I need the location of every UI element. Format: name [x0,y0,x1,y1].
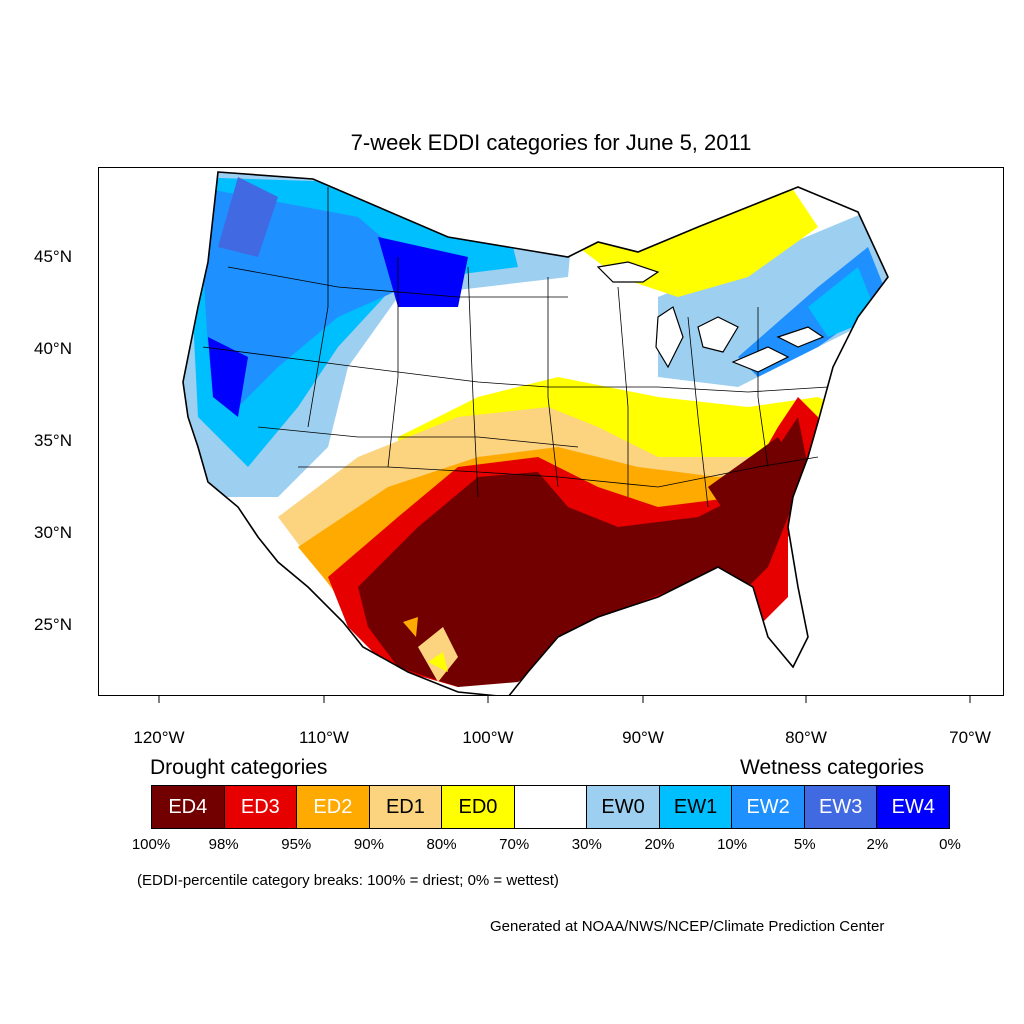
break-label: 98% [208,836,239,853]
legend-cell-ed2: ED2 [297,786,370,828]
longitude-ticks [158,696,971,703]
legend-cell-ew3: EW3 [804,786,878,828]
legend-label: ED4 [168,795,208,818]
break-label: 5% [793,836,816,853]
break-label: 80% [426,836,457,853]
break-label: 90% [353,836,384,853]
lon-label-120: 120°W [133,728,185,747]
wetness-heading: Wetness categories [740,756,925,779]
legend-bar: ED4 ED3 ED2 ED1 ED0 EW0 EW1 EW2 EW3 EW4 [151,785,950,829]
legend-label: EW1 [673,795,718,818]
lon-label-100: 100°W [462,728,514,747]
legend-label: ED2 [313,795,353,818]
great-lakes [596,261,825,373]
legend-label: EW2 [746,795,790,818]
legend-cell-ew0: EW0 [587,786,660,828]
lat-label-40: 40°N [34,339,72,358]
break-label: 70% [499,836,530,853]
lon-label-70: 70°W [949,728,991,747]
break-label: 30% [571,836,602,853]
lon-label-110: 110°W [299,728,349,747]
map-title: 7-week EDDI categories for June 5, 2011 [350,130,752,155]
legend-label: ED1 [385,795,425,818]
legend-cell-ew2: EW2 [732,786,805,828]
break-label: 2% [866,836,889,853]
break-label: 10% [717,836,748,853]
lon-label-90: 90°W [622,728,664,747]
break-label: 0% [939,836,961,853]
eddi-map [98,167,1004,696]
legend-cell-ew1: EW1 [659,786,733,828]
legend-cell-ed4: ED4 [152,786,225,828]
legend-cell-ed3: ED3 [224,786,298,828]
lat-label-25: 25°N [34,615,72,634]
legend-label: ED3 [240,795,280,818]
lat-label-35: 35°N [34,431,72,450]
legend-note: (EDDI-percentile category breaks: 100% =… [137,872,559,889]
break-label: 95% [281,836,312,853]
drought-heading: Drought categories [150,756,328,779]
lat-label-45: 45°N [34,247,72,266]
legend-cell-ed1: ED1 [369,786,443,828]
legend-cell-neutral [514,786,588,828]
legend-cell-ed0: ED0 [442,786,515,828]
break-label: 100% [131,836,171,853]
legend-label: EW4 [891,795,935,818]
credit-line: Generated at NOAA/NWS/NCEP/Climate Predi… [490,918,885,935]
break-label: 20% [644,836,675,853]
state-boundaries [202,187,829,508]
lat-label-30: 30°N [34,523,72,542]
legend-cell-ew4: EW4 [877,786,950,828]
legend-label: EW3 [819,795,863,818]
legend-label: EW0 [601,795,645,818]
legend-label: ED0 [458,795,498,818]
lon-label-80: 80°W [785,728,827,747]
